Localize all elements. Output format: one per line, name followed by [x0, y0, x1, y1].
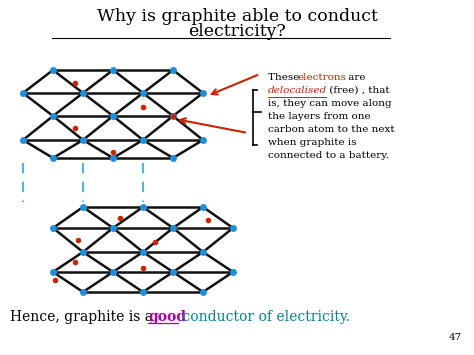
Text: conductor of electricity.: conductor of electricity. [178, 310, 350, 324]
Text: when graphite is: when graphite is [268, 138, 356, 147]
Text: 47: 47 [449, 333, 462, 342]
Text: electrons: electrons [298, 73, 347, 82]
Text: are: are [345, 73, 365, 82]
Text: carbon atom to the next: carbon atom to the next [268, 125, 395, 134]
Text: (free) , that: (free) , that [326, 86, 390, 95]
Text: electricity?: electricity? [188, 23, 286, 40]
Text: is, they can move along: is, they can move along [268, 99, 392, 108]
Text: Why is graphite able to conduct: Why is graphite able to conduct [97, 8, 377, 25]
Text: Hence, graphite is a: Hence, graphite is a [10, 310, 157, 324]
Text: connected to a battery.: connected to a battery. [268, 151, 389, 160]
Text: the layers from one: the layers from one [268, 112, 371, 121]
Text: These: These [268, 73, 302, 82]
Text: good: good [148, 310, 186, 324]
Text: delocalised: delocalised [268, 86, 327, 95]
